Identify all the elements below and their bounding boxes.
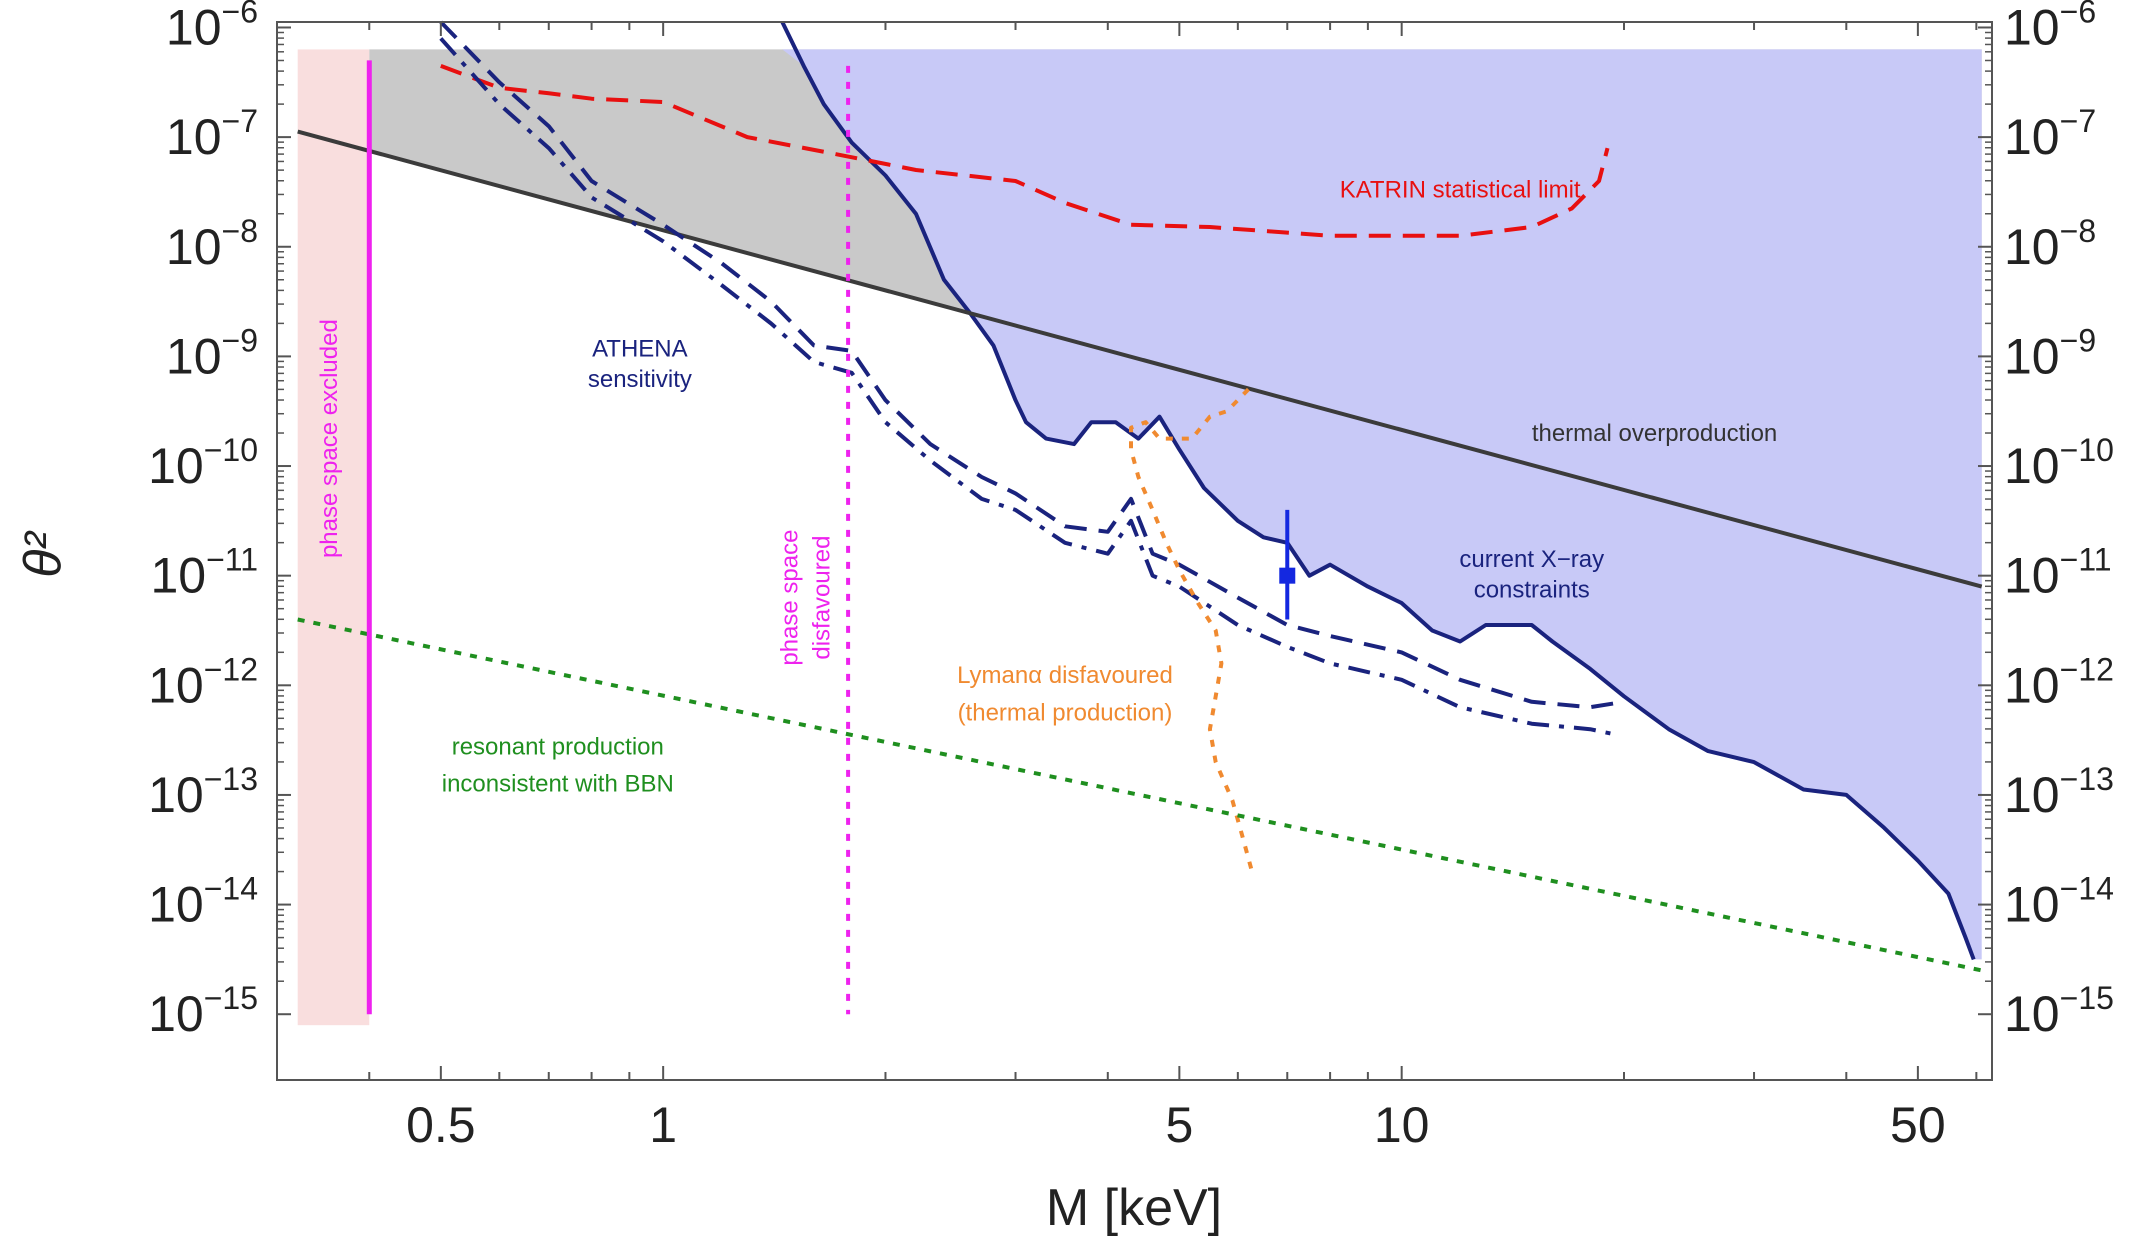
y-tick-label-right: 10−6	[2004, 0, 2096, 55]
y-tick-label-left: 10−13	[148, 761, 258, 823]
x-tick-label: 50	[1890, 1097, 1946, 1153]
annotations: KATRIN statistical limit ATHENA sensitivit…	[316, 176, 1777, 797]
x-tick-label: 0.5	[406, 1097, 476, 1153]
xray-label-line2: constraints	[1474, 577, 1590, 604]
katrin-label: KATRIN statistical limit	[1340, 176, 1581, 203]
y-tick-label-right: 10−13	[2004, 761, 2114, 823]
y-tick-label-left: 10−10	[148, 432, 258, 494]
y-tick-label-left: 10−14	[148, 871, 258, 933]
y-tick-label-right: 10−15	[2004, 980, 2114, 1042]
phase-space-disfavoured-label-line1: phase space	[776, 530, 803, 666]
y-tick-label-right: 10−9	[2004, 322, 2096, 384]
y-tick-label-right: 10−7	[2004, 103, 2096, 165]
athena-label-line1: ATHENA	[592, 335, 688, 362]
axes	[276, 21, 1993, 1081]
y-tick-label-right: 10−12	[2004, 651, 2114, 713]
y-axis-title: θ²	[14, 531, 72, 578]
y-tick-label-right: 10−8	[2004, 213, 2096, 275]
y-tick-label-right: 10−14	[2004, 871, 2114, 933]
y-tick-label-left: 10−12	[148, 651, 258, 713]
phase-space-excluded-label: phase space excluded	[316, 319, 343, 558]
data-point-layer	[1279, 509, 1296, 620]
x-axis-title: M [keV]	[1046, 1179, 1222, 1237]
x-tick-label: 10	[1374, 1097, 1430, 1153]
y-tick-label-right: 10−10	[2004, 432, 2114, 494]
y-tick-label-left: 10−9	[166, 322, 258, 384]
y-tick-label-left: 10−6	[166, 0, 258, 55]
athena-label-line2: sensitivity	[588, 366, 692, 393]
shaded-regions	[297, 49, 1982, 1026]
y-tick-label-left: 10−8	[166, 213, 258, 275]
bbn-label-line2: inconsistent with BBN	[442, 771, 674, 798]
phase-space-excluded-region	[297, 49, 370, 1026]
y-tick-label-left: 10−15	[148, 980, 258, 1042]
y-tick-label-right: 10−11	[2004, 542, 2112, 604]
ticks: 0.5 1 5 10 50 10−6 10−6 10−7 10−7 10−8 10−8 10−9 10−…	[148, 0, 2114, 1153]
x-tick-label: 1	[649, 1097, 677, 1153]
series-katrin-statistical-limit	[440, 64, 1610, 238]
series-thermal-overproduction	[297, 129, 1983, 589]
plot-frame	[276, 21, 1993, 1081]
lyman-label-line1: Lymanα disfavoured	[957, 662, 1173, 689]
y-tick-label-left: 10−11	[150, 542, 258, 604]
series-athena-sensitivity-dash-dot	[439, 37, 1617, 737]
y-tick-label-left: 10−7	[166, 103, 258, 165]
xray-constraint-region	[782, 49, 1982, 960]
x-tick-label: 5	[1165, 1097, 1193, 1153]
thermal-overproduction-label: thermal overproduction	[1532, 420, 1777, 447]
lyman-label-line2: (thermal production)	[958, 699, 1173, 726]
xray-label-line1: current X−ray	[1459, 546, 1604, 573]
series-athena-sensitivity-dashed	[439, 20, 1625, 710]
phase-space-disfavoured-label-line2: disfavoured	[809, 536, 836, 660]
bbn-label-line1: resonant production	[452, 733, 664, 760]
data-point-marker	[1279, 567, 1296, 584]
